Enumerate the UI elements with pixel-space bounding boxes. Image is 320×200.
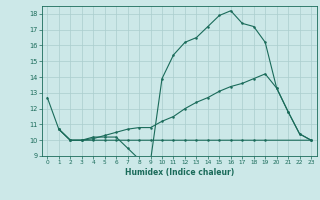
X-axis label: Humidex (Indice chaleur): Humidex (Indice chaleur) xyxy=(124,168,234,177)
